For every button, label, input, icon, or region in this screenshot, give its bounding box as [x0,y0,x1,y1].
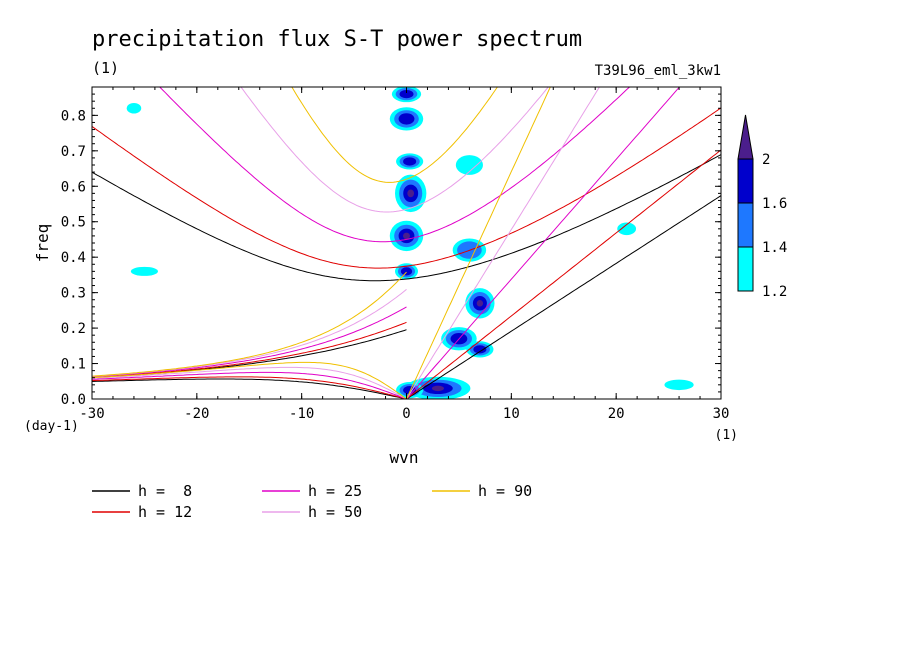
contour-level-2 [403,157,417,166]
contour-blob [126,103,142,114]
contour-blob [395,174,427,213]
inertia-gravity-line [240,87,549,213]
curve-h-90 [92,87,551,399]
curve-h-25 [92,87,681,399]
kelvin-line [406,87,681,399]
x-tick-label: 20 [608,406,625,422]
mixed-rossby-gravity-line [92,321,407,378]
rossby-line [92,371,407,399]
x-tick-label: -10 [289,406,314,422]
contour-blob [664,379,694,391]
y-tick-label: 0.1 [61,357,86,373]
colorbar-box-2 [737,158,754,204]
colorbar-box-0 [737,246,754,292]
chart-title: precipitation flux S-T power spectrum [92,27,582,52]
x-tick-label: 30 [713,406,730,422]
contour-level-0 [455,155,483,175]
legend-label: h = 8 [138,482,192,500]
legend-label: h = 12 [138,503,192,521]
contour-blob [395,263,418,280]
x-tick-label: 10 [503,406,520,422]
dispersion-curves [92,87,721,399]
chart-subtitle-left: (1) [92,59,119,77]
y-tick-label: 0.0 [61,392,86,408]
contour-level-3 [476,300,484,307]
kelvin-line [406,87,601,399]
rossby-line [92,366,407,399]
legend-label: h = 25 [308,482,362,500]
kelvin-line [406,87,551,399]
mixed-rossby-gravity-line [92,271,407,377]
contour-blob [396,153,424,170]
x-tick-label: -20 [184,406,209,422]
legend-label: h = 90 [478,482,532,500]
x-tick-label: -30 [79,406,104,422]
y-tick-label: 0.2 [61,321,86,337]
colorbar: 1.2 1.4 1.6 2 [737,114,787,300]
legend-label: h = 50 [308,503,362,521]
contour-level-0 [126,103,142,114]
y-axis-units: (day-1) [24,419,79,434]
contour-level-2 [399,89,414,99]
contour-blob [465,288,495,319]
contour-level-0 [617,222,637,236]
curve-h-12 [92,107,721,399]
contour-blob [617,222,637,236]
y-tick-label: 0.3 [61,286,86,302]
colorbar-label: 2 [762,152,770,168]
rossby-line [92,378,407,399]
y-tick-label: 0.6 [61,179,86,195]
contour-level-0 [130,266,158,276]
mixed-rossby-gravity-line [92,306,407,378]
contour-blob [389,107,424,131]
contour-blob [455,155,483,175]
inertia-gravity-line [159,87,631,243]
x-axis-units: (1) [715,428,738,443]
inertia-gravity-line [92,154,721,282]
contour-level-0 [664,379,694,391]
y-tick-label: 0.8 [61,108,86,124]
contour-level-3 [431,385,444,392]
axes: -30 -20 -10 0 10 20 30 0.0 0.1 0.2 0.3 0.4 0.5 0.6 0.7… [61,86,730,422]
y-tick-label: 0.5 [61,215,86,231]
shaded-contours [126,87,694,399]
contour-level-3 [402,232,411,240]
rossby-line [92,361,407,399]
colorbar-label: 1.4 [762,240,787,256]
contour-level-2 [398,113,415,125]
contour-level-2 [473,345,487,354]
contour-level-2 [400,267,413,276]
colorbar-label: 1.6 [762,196,787,212]
inertia-gravity-line [291,87,498,183]
rossby-line [92,376,407,399]
kelvin-line [406,195,721,399]
colorbar-label: 1.2 [762,284,787,300]
y-axis-label: freq [33,224,52,263]
colorbar-box-1 [737,202,754,248]
contour-blob [466,341,494,358]
contour-blob [130,266,158,276]
y-tick-label: 0.7 [61,144,86,160]
chart-subtitle-right: T39L96_eml_3kw1 [595,63,721,79]
y-tick-label: 0.4 [61,250,86,266]
x-axis-label: wvn [390,448,419,467]
x-tick-label: 0 [402,406,410,422]
legend: h = 8 h = 12 h = 25 h = 50 h = 90 [92,482,532,521]
contour-level-3 [407,189,415,198]
kelvin-line [406,149,721,399]
contour-blob [389,220,424,252]
inertia-gravity-line [92,107,721,269]
colorbar-arrow [737,114,754,160]
contour-blob [391,87,422,103]
